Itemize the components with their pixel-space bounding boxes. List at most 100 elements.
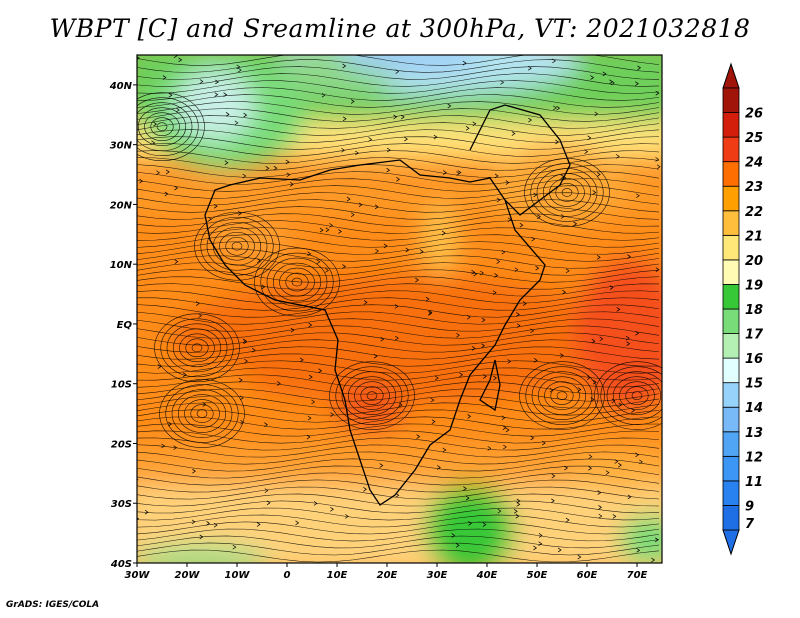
streamline-arrow — [513, 508, 518, 514]
streamline-arrow — [584, 149, 589, 154]
streamline-arrow — [451, 533, 456, 538]
colorbar-label: 13 — [745, 426, 763, 441]
streamline — [137, 409, 660, 423]
streamline-arrow — [393, 114, 398, 120]
streamline-arrow — [596, 255, 601, 260]
streamline — [137, 80, 660, 94]
streamline-arrow — [625, 335, 630, 341]
streamline-arrow — [316, 259, 321, 265]
colorbar-swatch — [722, 161, 740, 187]
colorbar-label: 9 — [745, 499, 754, 514]
streamline-arrow — [471, 269, 476, 275]
lon-tick-label: 30W — [125, 570, 151, 581]
streamline-arrow — [243, 112, 248, 118]
streamline-arrow — [151, 140, 156, 146]
streamline-arrow — [396, 177, 400, 182]
streamline-arrow — [501, 415, 506, 421]
streamline-arrow — [590, 75, 595, 80]
streamline-arrow — [555, 139, 560, 145]
streamline-arrow — [562, 289, 567, 295]
streamline — [137, 213, 660, 227]
streamline-arrow — [473, 271, 478, 277]
streamline-arrow — [467, 414, 472, 419]
streamline-arrow — [394, 304, 399, 309]
vortex-ring — [137, 97, 199, 157]
streamline-arrow — [462, 60, 467, 66]
colorbar-swatch — [722, 185, 740, 212]
streamline-arrow — [299, 357, 304, 363]
streamline-arrow — [531, 236, 536, 242]
streamline-arrow — [238, 211, 242, 216]
streamline-arrow — [463, 486, 467, 491]
colorbar-swatch — [722, 308, 740, 334]
streamline-arrow — [514, 267, 519, 273]
lon-tick-label: 10E — [327, 570, 348, 581]
streamline-arrow — [374, 204, 379, 210]
streamline — [137, 248, 660, 262]
vortex-ring — [531, 371, 593, 420]
lat-tick-label: 30S — [111, 499, 132, 510]
streamline — [137, 311, 660, 325]
streamline-arrow — [455, 543, 460, 548]
colorbar-swatch — [722, 259, 740, 285]
vortex-ring — [184, 399, 220, 428]
streamline-arrow — [162, 75, 167, 80]
streamline-arrow — [465, 125, 470, 131]
colorbar-swatch — [722, 505, 740, 531]
streamline-arrow — [615, 154, 620, 159]
streamline-arrow — [261, 284, 266, 290]
streamline-arrow — [636, 193, 640, 199]
vortex-ring — [172, 328, 222, 368]
vortex-ring — [525, 366, 599, 425]
colorbar-label: 12 — [745, 450, 763, 465]
streamline-arrow — [174, 259, 179, 264]
streamline-arrow — [342, 63, 347, 69]
streamline-arrow — [434, 375, 439, 381]
streamline-arrow — [276, 381, 281, 386]
streamline-arrow — [251, 347, 256, 353]
streamline — [137, 290, 660, 304]
lon-tick-label: 0 — [284, 570, 291, 581]
streamline — [137, 500, 660, 514]
streamline-arrow — [635, 81, 639, 86]
streamline-arrow — [515, 513, 520, 519]
streamline-arrow — [468, 521, 473, 526]
streamline-arrow — [321, 92, 326, 98]
streamline-arrow — [618, 462, 622, 468]
streamline-arrow — [173, 55, 178, 59]
vortex-ring — [156, 122, 168, 132]
vortex-ring — [159, 379, 245, 448]
lat-tick-label: EQ — [117, 320, 133, 331]
streamline-arrow — [482, 374, 487, 379]
colorbar-label: 21 — [745, 229, 763, 244]
streamline-arrow — [319, 227, 324, 233]
streamline-arrow — [380, 336, 385, 342]
vortex-ring — [555, 183, 579, 202]
streamline-arrow — [528, 117, 532, 123]
streamline-arrow — [456, 332, 460, 338]
vortex-ring — [190, 404, 214, 423]
streamline-arrow — [307, 415, 312, 421]
lon-tick-label: 60E — [577, 570, 598, 581]
vortex-ring — [231, 241, 243, 251]
streamline-arrow — [157, 364, 162, 369]
streamline-arrow — [308, 322, 313, 328]
streamline-arrow — [656, 164, 661, 170]
streamline-arrow — [238, 377, 243, 383]
streamline — [137, 514, 660, 528]
streamline — [137, 479, 660, 493]
streamline — [137, 262, 660, 276]
vortex-ring — [542, 173, 592, 212]
colorbar-swatch — [722, 382, 740, 408]
colorbar-swatch — [722, 431, 740, 457]
streamline-arrow — [472, 121, 477, 127]
streamlines — [137, 55, 662, 563]
vortex-ring — [285, 272, 309, 292]
streamline-arrow — [552, 58, 556, 64]
colorbar-swatch — [722, 112, 740, 138]
colorbar-swatch — [722, 480, 740, 506]
streamline-arrow — [537, 214, 541, 219]
streamline-arrow — [480, 270, 484, 276]
streamline-arrow — [202, 402, 207, 407]
streamline-arrow — [481, 317, 486, 323]
